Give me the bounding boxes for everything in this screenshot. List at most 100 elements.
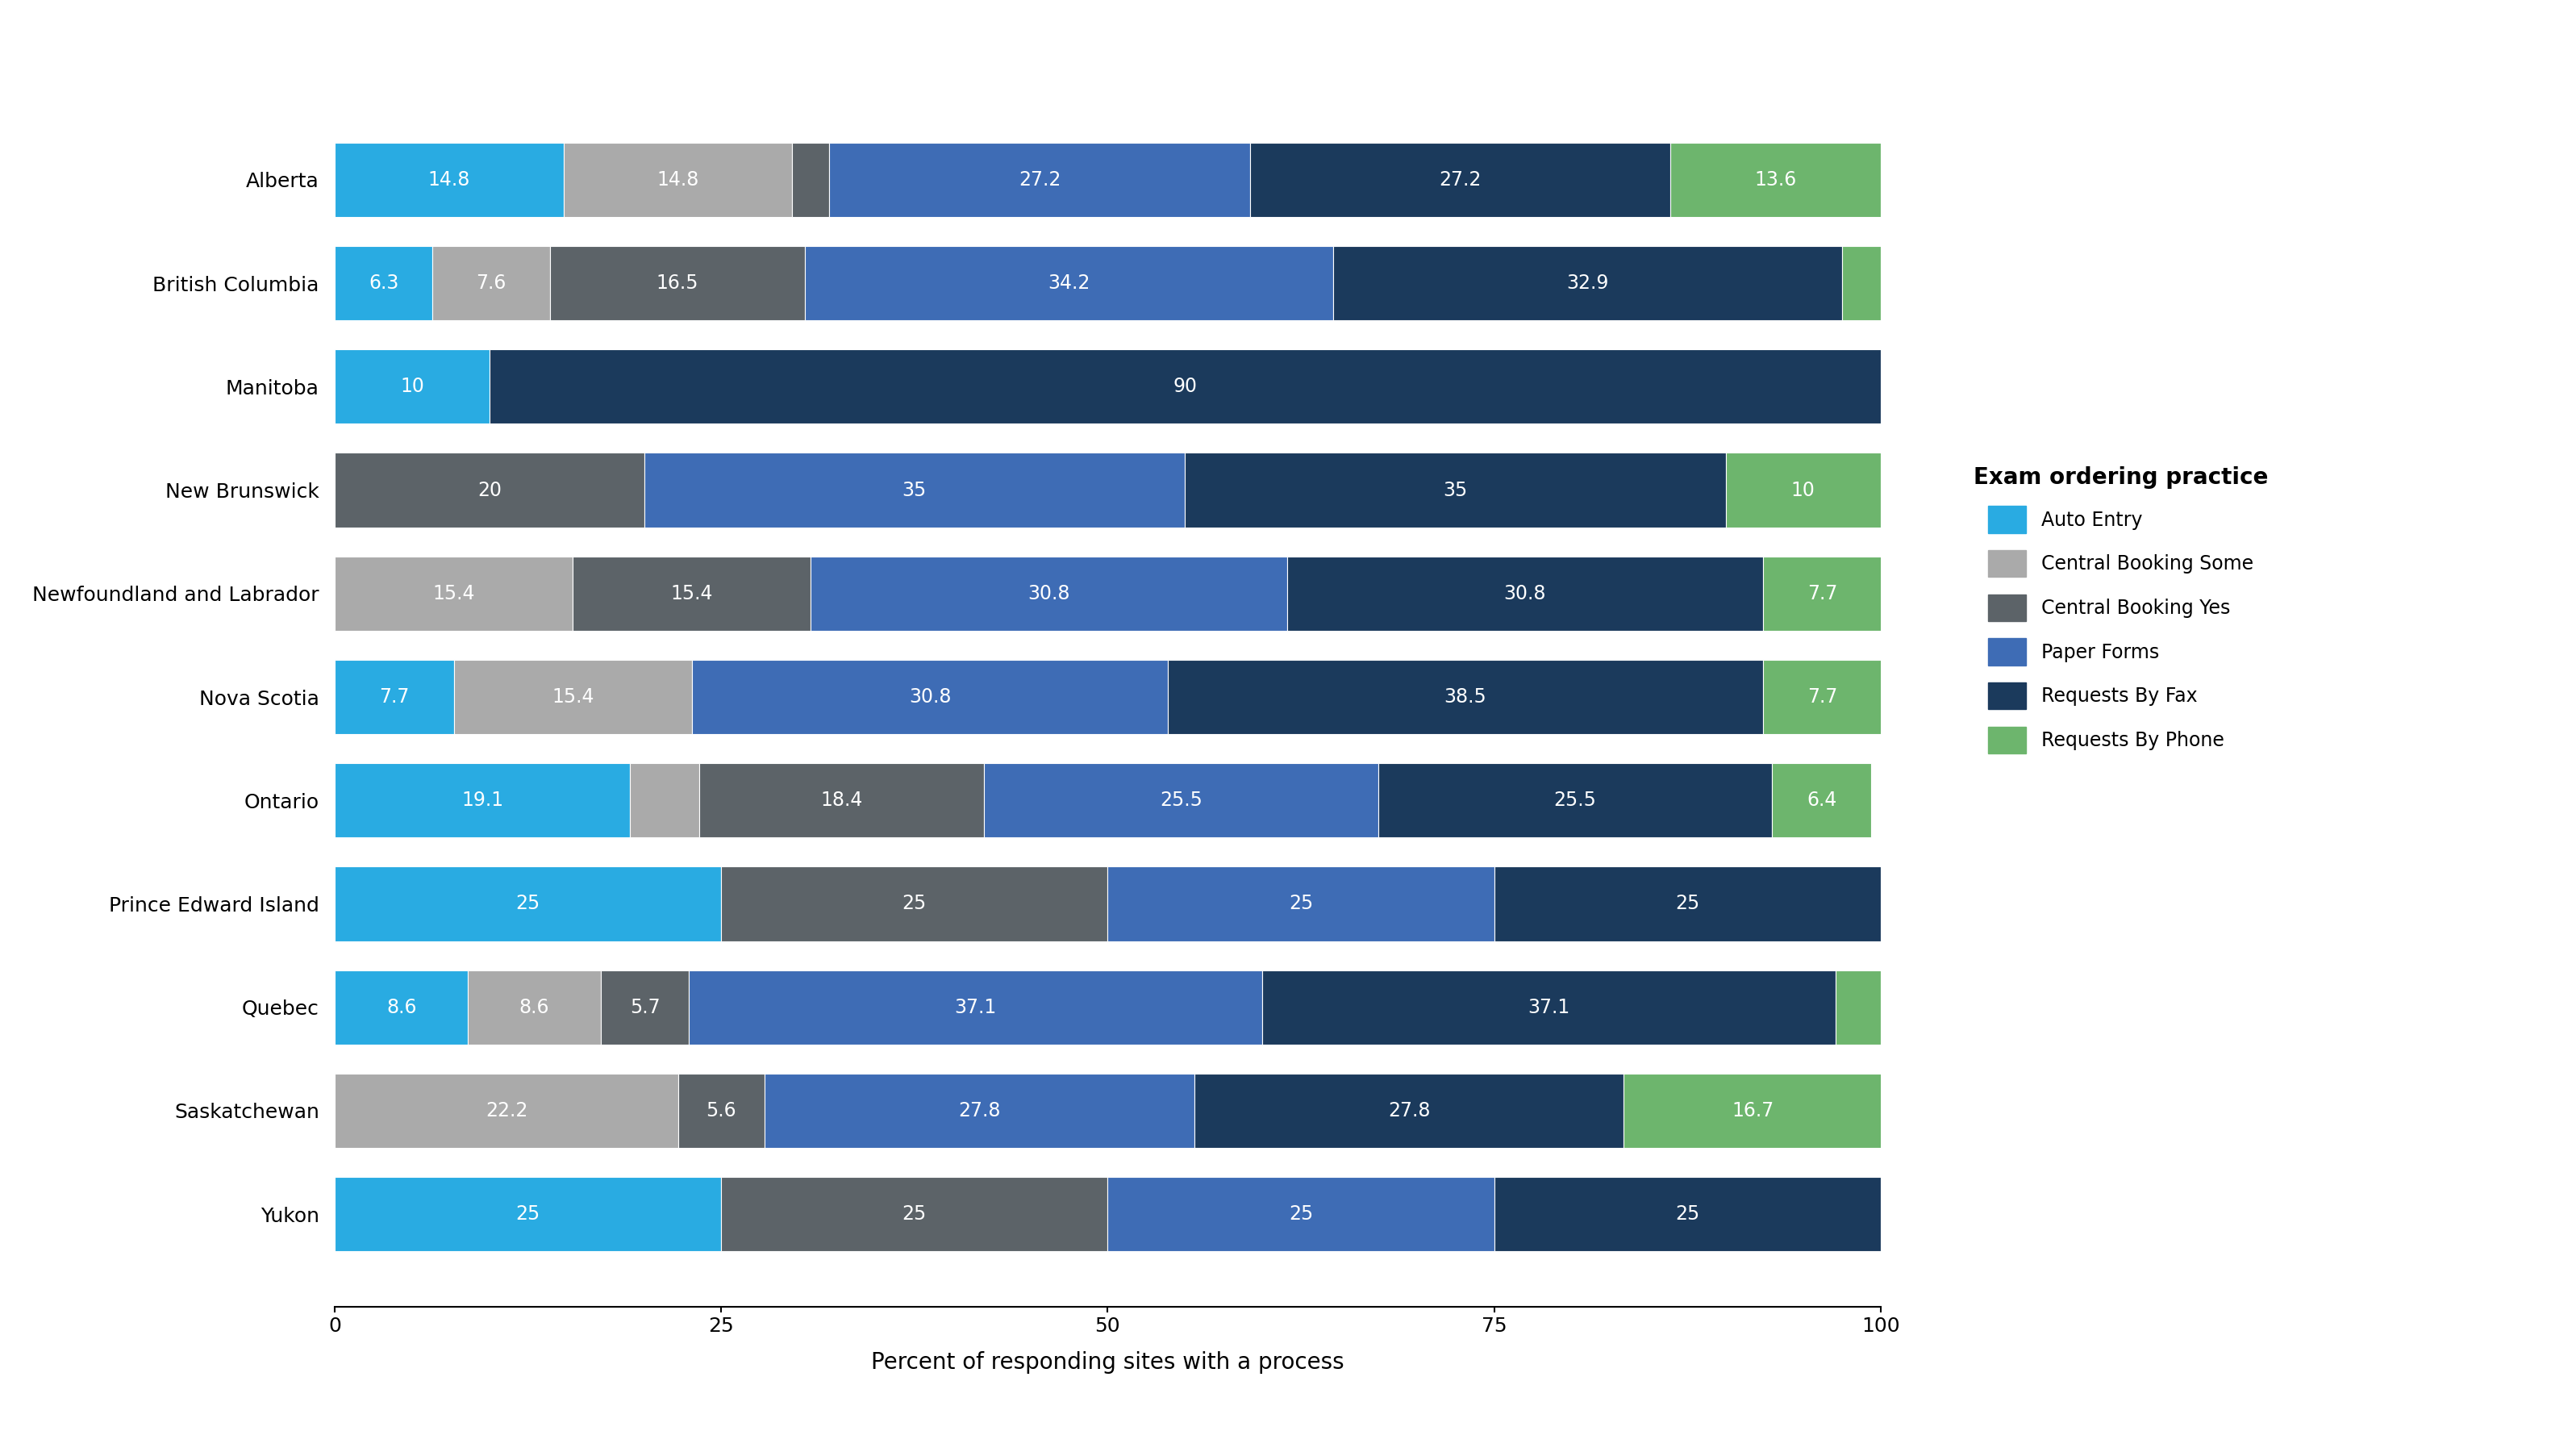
Bar xyxy=(335,142,564,216)
Text: 6.4: 6.4 xyxy=(1806,791,1837,810)
Text: 32.9: 32.9 xyxy=(1566,273,1607,293)
Bar xyxy=(335,453,644,527)
Text: 8.6: 8.6 xyxy=(520,998,549,1016)
Text: 25: 25 xyxy=(515,894,541,913)
Bar xyxy=(1334,245,1842,321)
Text: 25: 25 xyxy=(902,894,927,913)
Text: 18.4: 18.4 xyxy=(822,791,863,810)
Bar xyxy=(829,142,1249,216)
Text: 5.6: 5.6 xyxy=(706,1101,737,1121)
Text: 14.8: 14.8 xyxy=(428,170,471,189)
Text: 8.6: 8.6 xyxy=(386,998,417,1016)
Bar xyxy=(549,245,804,321)
Text: 10: 10 xyxy=(399,378,425,396)
Text: 13.6: 13.6 xyxy=(1754,170,1795,189)
Text: 22.2: 22.2 xyxy=(484,1101,528,1121)
Bar xyxy=(1262,970,1837,1044)
Text: 25: 25 xyxy=(902,1205,927,1224)
Bar xyxy=(572,556,811,630)
Text: 25.5: 25.5 xyxy=(1159,791,1203,810)
Bar xyxy=(1623,1073,1883,1149)
Text: 27.8: 27.8 xyxy=(958,1101,999,1121)
Bar xyxy=(453,659,693,735)
Bar xyxy=(984,764,1378,838)
Bar xyxy=(1108,1178,1494,1252)
Bar xyxy=(1494,1178,1880,1252)
Bar xyxy=(1669,142,1880,216)
Bar xyxy=(489,350,1880,424)
Bar xyxy=(564,142,793,216)
Text: 30.8: 30.8 xyxy=(909,687,951,707)
Bar xyxy=(1378,764,1772,838)
Text: 35: 35 xyxy=(1443,481,1468,499)
Bar xyxy=(677,1073,765,1149)
Bar xyxy=(701,764,984,838)
Text: 90: 90 xyxy=(1172,378,1198,396)
Bar xyxy=(1772,764,1870,838)
Bar xyxy=(335,970,469,1044)
Bar xyxy=(1837,970,1880,1044)
Bar xyxy=(335,764,631,838)
Bar xyxy=(335,245,433,321)
Bar xyxy=(1108,867,1494,941)
Text: 10: 10 xyxy=(1790,481,1816,499)
Bar xyxy=(631,764,701,838)
Text: 14.8: 14.8 xyxy=(657,170,698,189)
Bar xyxy=(469,970,600,1044)
Bar xyxy=(1288,556,1762,630)
Bar xyxy=(335,867,721,941)
Text: 16.5: 16.5 xyxy=(657,273,698,293)
Text: 7.6: 7.6 xyxy=(477,273,505,293)
Text: 37.1: 37.1 xyxy=(956,998,997,1016)
Bar xyxy=(721,867,1108,941)
Bar xyxy=(600,970,688,1044)
Text: 15.4: 15.4 xyxy=(433,584,474,603)
Text: 30.8: 30.8 xyxy=(1504,584,1546,603)
Bar xyxy=(1249,142,1669,216)
Bar xyxy=(688,970,1262,1044)
Legend: Auto Entry, Central Booking Some, Central Booking Yes, Paper Forms, Requests By : Auto Entry, Central Booking Some, Centra… xyxy=(1955,447,2287,772)
Text: 15.4: 15.4 xyxy=(670,584,714,603)
Bar xyxy=(804,245,1334,321)
Text: 7.7: 7.7 xyxy=(1808,584,1837,603)
Bar xyxy=(1726,453,1880,527)
Text: 6.3: 6.3 xyxy=(368,273,399,293)
Bar xyxy=(335,659,453,735)
Bar xyxy=(1762,659,1883,735)
Bar xyxy=(335,1073,677,1149)
Bar xyxy=(793,142,829,216)
Text: 15.4: 15.4 xyxy=(551,687,595,707)
Bar xyxy=(644,453,1185,527)
Bar xyxy=(1762,556,1883,630)
Bar xyxy=(811,556,1288,630)
Bar xyxy=(721,1178,1108,1252)
Text: 37.1: 37.1 xyxy=(1528,998,1569,1016)
Bar xyxy=(1842,245,1880,321)
Text: 25: 25 xyxy=(1674,894,1700,913)
Bar xyxy=(765,1073,1195,1149)
Text: 25: 25 xyxy=(515,1205,541,1224)
X-axis label: Percent of responding sites with a process: Percent of responding sites with a proce… xyxy=(871,1352,1345,1374)
Text: 20: 20 xyxy=(477,481,502,499)
Bar xyxy=(693,659,1167,735)
Text: 27.8: 27.8 xyxy=(1388,1101,1430,1121)
Text: 35: 35 xyxy=(902,481,927,499)
Text: 25: 25 xyxy=(1288,894,1314,913)
Text: 30.8: 30.8 xyxy=(1028,584,1069,603)
Bar xyxy=(335,1178,721,1252)
Text: 25.5: 25.5 xyxy=(1553,791,1597,810)
Bar xyxy=(1185,453,1726,527)
Bar xyxy=(1167,659,1762,735)
Text: 25: 25 xyxy=(1288,1205,1314,1224)
Bar xyxy=(335,350,489,424)
Text: 5.7: 5.7 xyxy=(629,998,659,1016)
Text: 38.5: 38.5 xyxy=(1445,687,1486,707)
Text: 27.2: 27.2 xyxy=(1018,170,1061,189)
Text: 27.2: 27.2 xyxy=(1440,170,1481,189)
Text: 7.7: 7.7 xyxy=(1808,687,1837,707)
Text: 34.2: 34.2 xyxy=(1048,273,1090,293)
Text: 19.1: 19.1 xyxy=(461,791,502,810)
Text: 16.7: 16.7 xyxy=(1731,1101,1775,1121)
Bar xyxy=(1494,867,1880,941)
Text: 25: 25 xyxy=(1674,1205,1700,1224)
